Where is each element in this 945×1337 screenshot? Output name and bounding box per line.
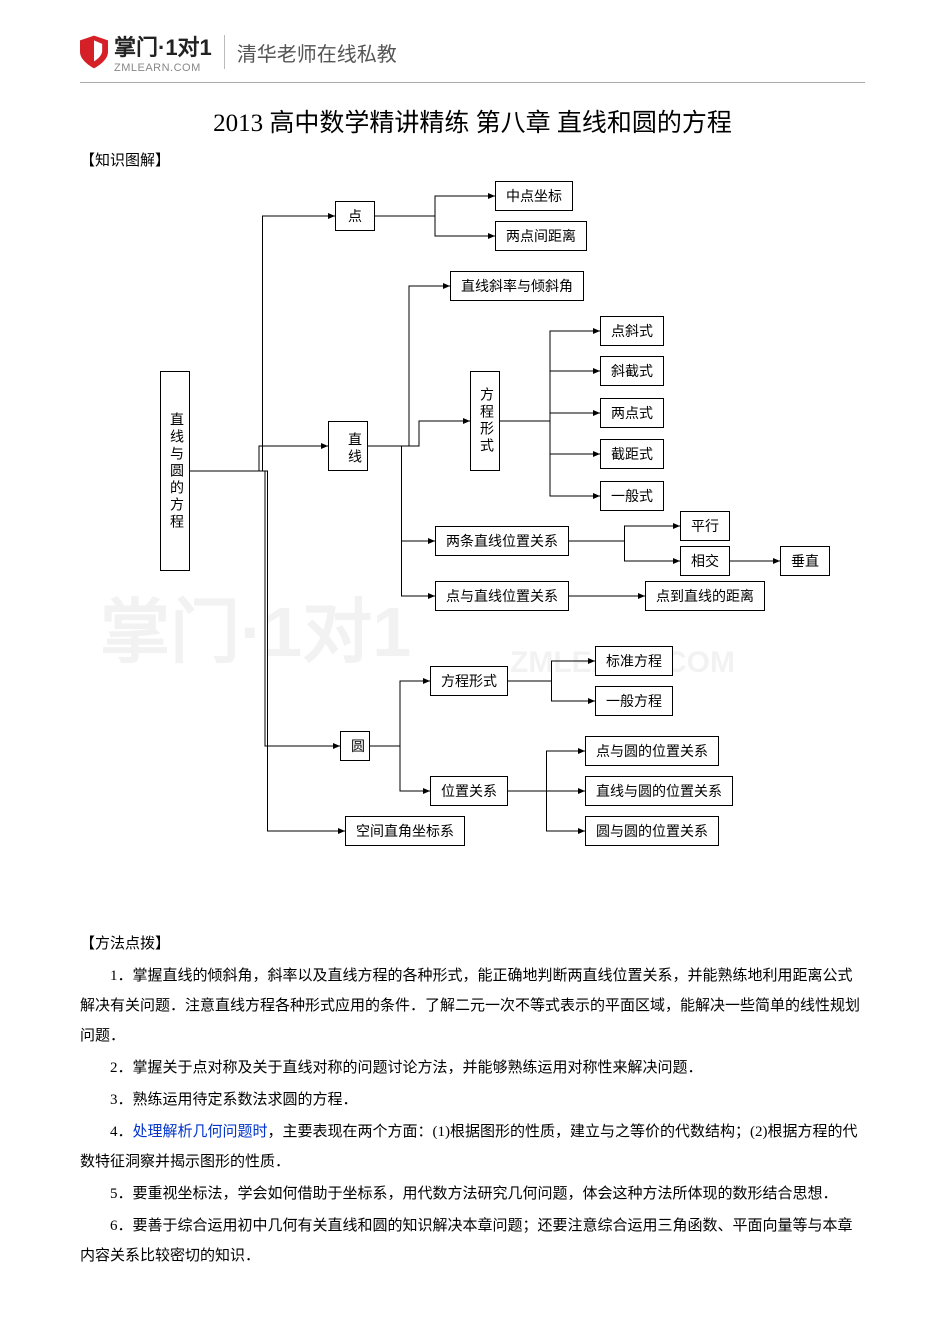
- flowchart-node-yuanyuan: 圆与圆的位置关系: [585, 816, 719, 846]
- method-p5: 5．要重视坐标法，学会如何借助于坐标系，用代数方法研究几何问题，体会这种方法所体…: [80, 1179, 865, 1209]
- flowchart-node-kongjian: 空间直角坐标系: [345, 816, 465, 846]
- flowchart-node-yuan: 圆: [340, 731, 370, 761]
- tagline-text: 清华老师在线私教: [237, 38, 397, 67]
- method-p1: 1．掌握直线的倾斜角，斜率以及直线方程的各种形式，能正确地判断两直线位置关系，并…: [80, 961, 865, 1051]
- knowledge-flowchart: 掌门·1对1 ZMLEARN.COM 直线与圆的方程点中点坐标两点间距离直线直线…: [80, 176, 865, 926]
- flowchart-node-jieju: 截距式: [600, 439, 664, 469]
- p4-prefix: 4．: [110, 1124, 133, 1140]
- flowchart-node-dianxie: 点斜式: [600, 316, 664, 346]
- method-p6: 6．要善于综合运用初中几何有关直线和圆的知识解决本章问题；还要注意综合运用三角函…: [80, 1211, 865, 1271]
- flowchart-node-diandao: 点到直线的距离: [645, 581, 765, 611]
- flowchart-node-pingxing: 平行: [680, 511, 730, 541]
- flowchart-node-liangdian: 两点式: [600, 398, 664, 428]
- method-body: 1．掌握直线的倾斜角，斜率以及直线方程的各种形式，能正确地判断两直线位置关系，并…: [80, 961, 865, 1271]
- p4-link[interactable]: 处理解析几何问题时: [133, 1124, 268, 1140]
- section-knowledge-heading: 【知识图解】: [80, 149, 865, 170]
- flowchart-node-weizhi: 位置关系: [430, 776, 508, 806]
- flowchart-node-chuizhi: 垂直: [780, 546, 830, 576]
- brand-block: 掌门·1对1 ZMLEARN.COM: [114, 30, 212, 74]
- flowchart-node-dianyu: 点与直线位置关系: [435, 581, 569, 611]
- flowchart-node-dianyuan: 点与圆的位置关系: [585, 736, 719, 766]
- section-method-heading: 【方法点拨】: [80, 932, 865, 953]
- method-p4: 4．处理解析几何问题时，主要表现在两个方面：(1)根据图形的性质，建立与之等价的…: [80, 1117, 865, 1177]
- flowchart-node-liangtiao: 两条直线位置关系: [435, 526, 569, 556]
- method-p3: 3．熟练运用待定系数法求圆的方程．: [80, 1085, 865, 1115]
- flowchart-node-liangdianjian: 两点间距离: [495, 221, 587, 251]
- flowchart-node-biaozhun: 标准方程: [595, 646, 673, 676]
- header-separator: [224, 35, 225, 69]
- flowchart-node-fangcheng: 方程形式: [470, 371, 500, 471]
- watermark-icon: 掌门·1对1: [100, 576, 411, 677]
- brand-url: ZMLEARN.COM: [114, 62, 212, 74]
- flowchart-node-xiejie: 斜截式: [600, 356, 664, 386]
- flowchart-node-root: 直线与圆的方程: [160, 371, 190, 571]
- shield-logo-icon: [80, 35, 108, 69]
- flowchart-node-zhixian: 直线: [328, 421, 368, 471]
- flowchart-node-xielv: 直线斜率与倾斜角: [450, 271, 584, 301]
- flowchart-node-yiban: 一般式: [600, 481, 664, 511]
- flowchart-node-zhixianyuan: 直线与圆的位置关系: [585, 776, 733, 806]
- flowchart-node-yfangcheng: 方程形式: [430, 666, 508, 696]
- flowchart-node-zhongdian: 中点坐标: [495, 181, 573, 211]
- page-title: 2013 高中数学精讲精练 第八章 直线和圆的方程: [80, 103, 865, 139]
- flowchart-node-dian: 点: [335, 201, 375, 231]
- method-p2: 2．掌握关于点对称及关于直线对称的问题讨论方法，并能够熟练运用对称性来解决问题．: [80, 1053, 865, 1083]
- flowchart-node-xiangjiao: 相交: [680, 546, 730, 576]
- brand-name: 掌门·1对1: [114, 30, 212, 62]
- flowchart-node-yibanfc: 一般方程: [595, 686, 673, 716]
- page-header: 掌门·1对1 ZMLEARN.COM 清华老师在线私教: [80, 30, 865, 83]
